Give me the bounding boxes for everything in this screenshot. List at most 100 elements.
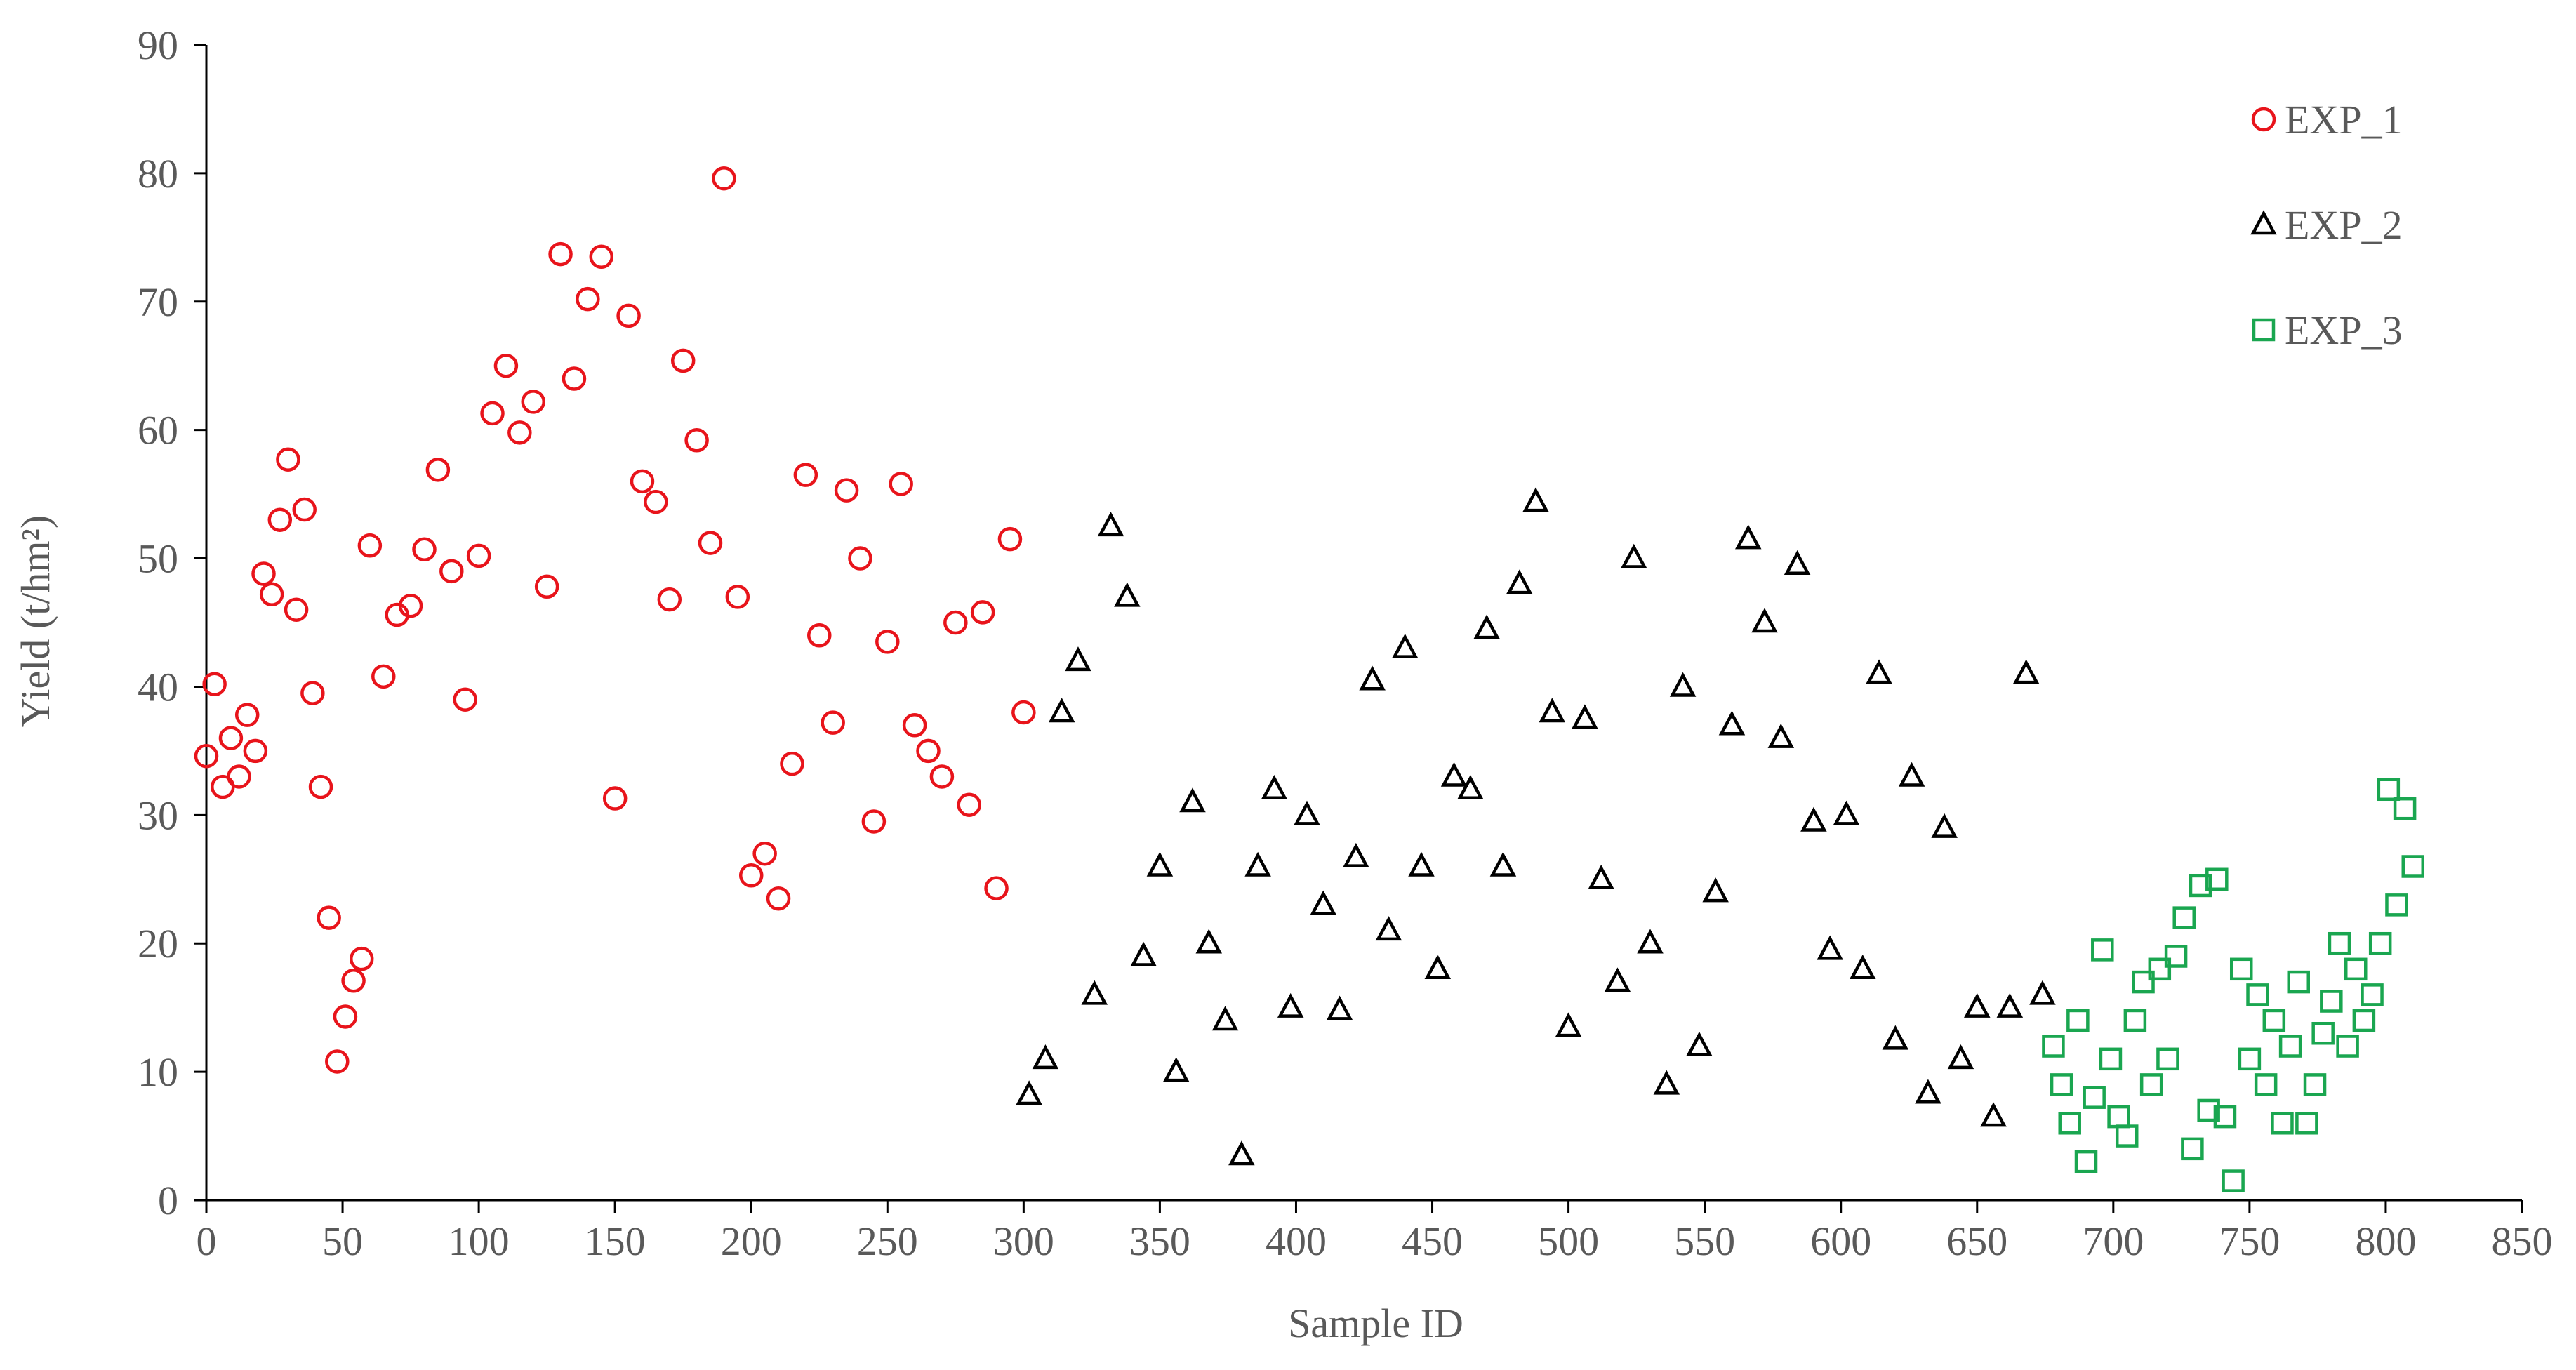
data-point (1375, 916, 1402, 941)
data-point (1734, 524, 1762, 550)
x-tick-label: 750 (2219, 1218, 2280, 1264)
data-point (1637, 929, 1664, 954)
data-point (251, 561, 276, 586)
data-point (325, 1049, 350, 1074)
data-point (521, 390, 545, 414)
legend-marker (2251, 107, 2276, 132)
data-point (1146, 851, 1174, 877)
data-point (970, 600, 995, 625)
y-tick-label: 30 (138, 792, 178, 838)
legend-label: EXP_2 (2285, 202, 2403, 248)
data-point (2042, 1035, 2065, 1058)
x-tick-label: 550 (1674, 1218, 1735, 1264)
data-point (957, 792, 981, 817)
data-point (276, 447, 300, 472)
data-point (1065, 646, 1091, 672)
data-point (1784, 550, 1811, 575)
data-point (793, 463, 818, 487)
data-point (2401, 855, 2425, 878)
data-point (1947, 1044, 1974, 1070)
data-point (738, 863, 764, 888)
data-point (1343, 842, 1369, 867)
x-tick-label: 200 (721, 1218, 782, 1264)
data-point (333, 1004, 358, 1029)
y-tick-label: 0 (158, 1178, 178, 1223)
y-tick-label: 40 (138, 664, 178, 710)
data-point (1457, 774, 1484, 800)
x-tick-label: 800 (2355, 1218, 2416, 1264)
data-point (1211, 1006, 1239, 1031)
data-point (1032, 1044, 1059, 1070)
x-tick-label: 250 (857, 1218, 918, 1264)
data-point (2164, 945, 2188, 968)
data-point (1817, 935, 1843, 960)
data-point (1718, 710, 1746, 736)
y-tick-label: 80 (138, 151, 178, 197)
data-point (2311, 1021, 2335, 1045)
data-point (902, 713, 927, 738)
data-point (1898, 762, 1925, 787)
data-point (984, 876, 1009, 900)
x-tick-label: 400 (1266, 1218, 1327, 1264)
data-point (1751, 608, 1778, 633)
data-point (349, 946, 374, 971)
data-point (2197, 1098, 2220, 1122)
x-tick-label: 100 (449, 1218, 510, 1264)
data-point (1572, 704, 1598, 729)
data-point (1179, 787, 1206, 813)
data-point (202, 672, 227, 697)
data-point (1882, 1025, 1909, 1050)
data-point (453, 687, 477, 712)
y-tick-label: 20 (138, 921, 178, 966)
data-point (1424, 955, 1452, 980)
data-point (2222, 1169, 2245, 1192)
data-point (2361, 983, 2384, 1006)
data-point (1081, 980, 1108, 1005)
data-point (1915, 1079, 1941, 1104)
data-point (2271, 1112, 2294, 1135)
data-point (2278, 1035, 2302, 1058)
y-tick-label: 60 (138, 408, 178, 453)
data-point (616, 303, 641, 328)
data-point (371, 664, 396, 689)
data-point (2344, 957, 2368, 981)
data-point (548, 241, 573, 267)
data-point (1980, 1102, 2007, 1127)
data-point (1244, 851, 1271, 877)
data-point (1473, 614, 1500, 639)
x-tick-label: 300 (993, 1218, 1054, 1264)
data-point (1767, 723, 1795, 748)
data-point (2115, 1124, 2139, 1148)
data-point (493, 353, 519, 378)
data-point (425, 458, 451, 482)
data-point (1964, 992, 1991, 1018)
data-point (2238, 1047, 2262, 1071)
x-tick-label: 50 (322, 1218, 363, 1264)
data-point (2320, 990, 2343, 1013)
data-point (267, 507, 293, 532)
data-point (439, 559, 464, 584)
data-point (2303, 1073, 2327, 1096)
data-point (644, 489, 668, 514)
data-point (848, 546, 872, 571)
x-tick-label: 600 (1810, 1218, 1871, 1264)
data-point (630, 469, 655, 494)
data-point (2205, 867, 2229, 891)
data-point (243, 738, 268, 764)
data-point (589, 244, 614, 270)
data-point (1489, 851, 1517, 877)
data-point (929, 764, 955, 789)
data-point (284, 597, 309, 622)
data-point (357, 533, 383, 558)
legend-marker (2250, 210, 2277, 235)
data-point (1833, 800, 1860, 825)
data-point (2074, 1150, 2098, 1173)
data-point (2229, 957, 2253, 981)
data-point (317, 905, 341, 930)
data-point (1506, 569, 1533, 594)
data-point (1261, 774, 1288, 800)
data-point (780, 751, 804, 776)
data-point (341, 969, 366, 993)
data-point (480, 401, 505, 426)
